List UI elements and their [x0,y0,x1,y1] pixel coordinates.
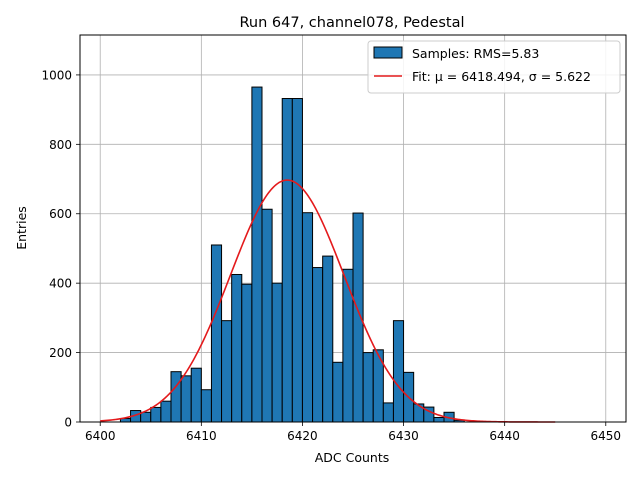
legend: Samples: RMS=5.83 Fit: μ = 6418.494, σ =… [368,41,620,93]
histogram-bar [363,353,373,422]
histogram-bar [232,274,242,422]
histogram-bar [292,99,302,422]
histogram-bar [252,87,262,422]
y-axis: 0 200 400 600 800 1000 [41,68,80,429]
histogram-bar [302,213,312,422]
histogram-bar [272,283,282,422]
histogram-bar [222,321,232,422]
histogram-bar [191,368,201,422]
histogram-bar [262,209,272,422]
histogram-bar [393,321,403,422]
x-axis-label: ADC Counts [315,450,390,465]
legend-samples-swatch [374,47,402,58]
histogram-bar [171,372,181,422]
x-tick-label: 6440 [489,429,520,443]
y-tick-label: 800 [49,138,72,152]
x-tick-label: 6420 [287,429,318,443]
histogram-bar [383,403,393,422]
x-tick-label: 6400 [85,429,116,443]
histogram-bar [181,376,191,422]
y-axis-label: Entries [14,206,29,250]
histogram-bar [434,417,444,422]
histogram-bar [313,268,323,422]
x-axis: 6400 6410 6420 6430 6440 6450 [85,422,621,443]
y-tick-label: 0 [64,416,72,430]
histogram-bar [201,390,211,422]
y-tick-label: 400 [49,277,72,291]
histogram-bar [282,99,292,422]
histogram-bar [414,404,424,422]
histogram-bar [151,407,161,422]
y-tick-label: 200 [49,346,72,360]
histogram-bar [161,401,171,422]
histogram-bar [333,362,343,422]
histogram-chart: Run 647, channel078, Pedestal 6400 6410 64… [0,0,640,480]
y-tick-label: 1000 [41,68,72,82]
histogram-bar [242,284,252,422]
chart-title: Run 647, channel078, Pedestal [239,15,464,31]
histogram-bar [211,245,221,422]
x-tick-label: 6410 [186,429,217,443]
histogram-bar [141,412,151,422]
histogram-bars [120,87,464,422]
legend-fit-label: Fit: μ = 6418.494, σ = 5.622 [412,69,591,84]
x-tick-label: 6450 [591,429,622,443]
x-tick-label: 6430 [388,429,419,443]
y-tick-label: 600 [49,207,72,221]
legend-samples-label: Samples: RMS=5.83 [412,46,539,61]
histogram-bar [323,256,333,422]
